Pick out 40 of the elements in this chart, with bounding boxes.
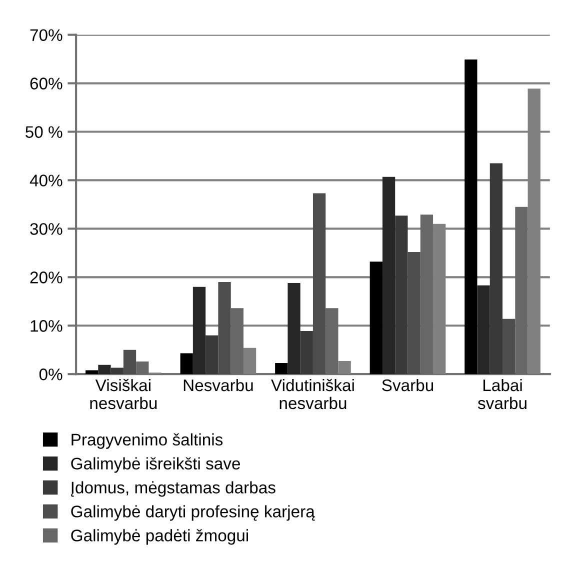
bar xyxy=(370,262,382,374)
y-tick-label: 10% xyxy=(30,320,62,332)
bar xyxy=(490,163,503,374)
x-tick-label: Visiškai nesvarbu xyxy=(90,378,157,410)
x-tick-label: Labai svarbu xyxy=(478,378,526,410)
y-tick-label: 0% xyxy=(39,368,62,380)
legend-label: Įdomus, mėgstamas darbas xyxy=(71,481,276,497)
bar xyxy=(300,330,313,374)
bar xyxy=(110,368,124,374)
bar xyxy=(123,350,136,374)
bar xyxy=(338,361,351,374)
legend-label: Galimybė padėti žmogui xyxy=(71,529,248,545)
bar xyxy=(288,282,300,374)
y-tick-label: 20% xyxy=(30,272,62,284)
x-tick-label: Vidutiniškai nesvarbu xyxy=(271,378,354,410)
bar xyxy=(382,176,396,374)
y-tick-label: 60% xyxy=(30,78,62,90)
bar xyxy=(243,348,256,374)
bar xyxy=(312,193,326,374)
legend-label: Galimybė daryti profesinę karjerą xyxy=(71,505,315,521)
bar xyxy=(206,335,218,374)
bar xyxy=(408,252,420,374)
bar xyxy=(477,285,490,374)
bar xyxy=(192,286,206,374)
bar xyxy=(218,282,231,374)
bar xyxy=(98,364,111,374)
x-tick-label: Nesvarbu xyxy=(184,378,253,392)
bar xyxy=(180,353,193,374)
y-tick-label: 70% xyxy=(30,29,62,42)
bar xyxy=(395,216,408,374)
bar xyxy=(275,362,288,374)
bar xyxy=(464,60,478,374)
y-tick-label: 40% xyxy=(30,174,62,186)
bar xyxy=(502,318,516,374)
legend-label: Pragyvenimo šaltinis xyxy=(72,433,223,449)
bar xyxy=(86,370,98,374)
y-tick-label: 50 % xyxy=(26,126,62,138)
y-tick-label: 30% xyxy=(30,223,62,235)
legend-label: Galimybė išreikšti save xyxy=(71,457,240,473)
x-tick-label: Svarbu xyxy=(382,378,434,392)
